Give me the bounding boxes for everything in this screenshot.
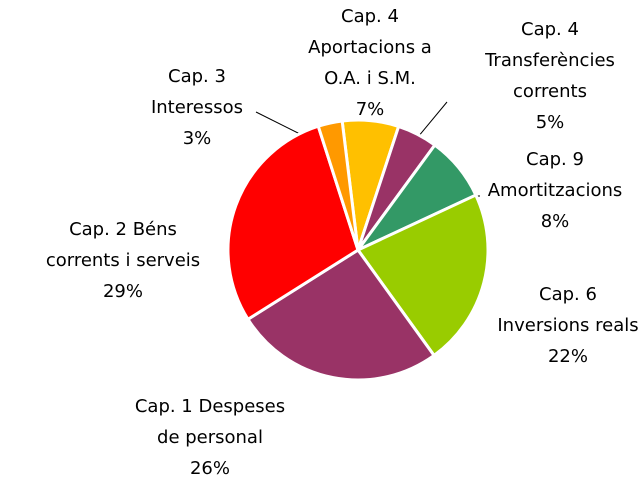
- slice-label: Cap. 2 Béns corrents i serveis: [46, 219, 200, 271]
- slice-label: Cap. 4 Aportacions a O.A. i S.M.: [308, 6, 432, 89]
- pie-slice: [316, 119, 360, 251]
- leader-line: [255, 111, 307, 138]
- slice-value-label: 5%: [536, 112, 565, 133]
- slice-value-label: 8%: [541, 211, 570, 232]
- slice-label: Cap. 6 Inversions reals: [497, 284, 638, 336]
- pie-slice: [355, 193, 490, 358]
- slice-label: Cap. 9 Amortitzacions: [488, 149, 623, 201]
- slice-label: Cap. 4 Transferències corrents: [484, 19, 615, 102]
- pie-slice: [245, 247, 437, 382]
- pie-slice: [226, 124, 360, 322]
- slice-label: Cap. 1 Despeses de personal: [135, 396, 285, 448]
- slice-value-label: 29%: [103, 281, 143, 302]
- slice-label: Cap. 3 Interessos: [151, 66, 243, 118]
- slice-value-label: 22%: [548, 346, 588, 367]
- slice-value-label: 7%: [356, 99, 385, 120]
- slice-value-label: 26%: [190, 458, 230, 479]
- slice-value-label: 3%: [183, 128, 212, 149]
